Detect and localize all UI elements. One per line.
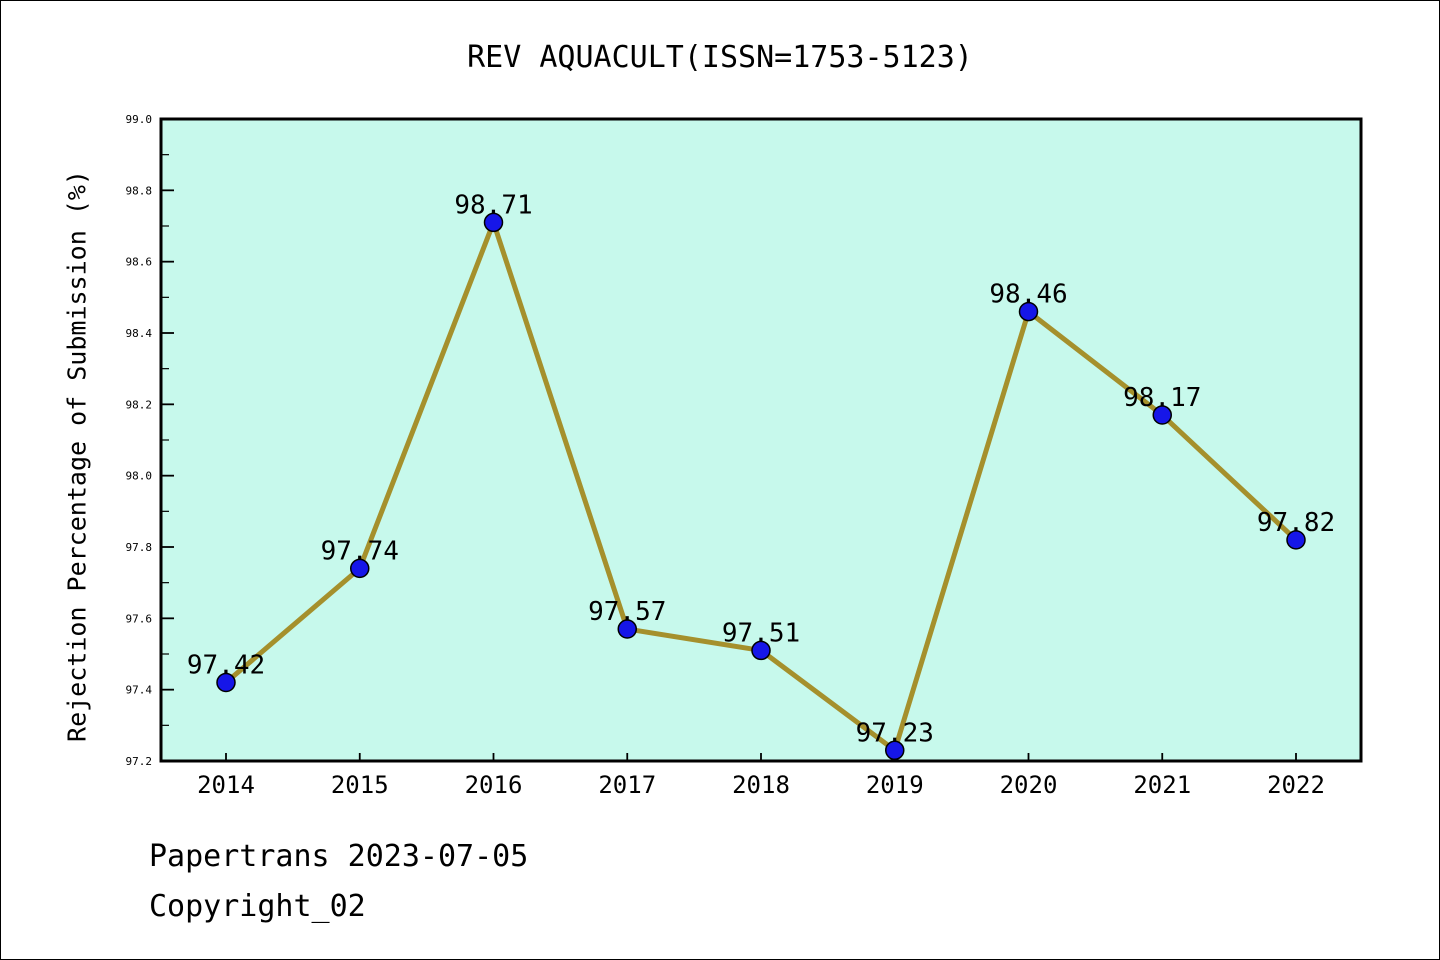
footer-copyright: Copyright_02: [149, 889, 366, 924]
data-point: [751, 640, 771, 661]
data-point-label: 98.17: [1123, 383, 1201, 413]
plot-border: [159, 117, 1363, 763]
y-tick-label: 98.6: [126, 256, 153, 269]
y-tick-label: 99.0: [126, 113, 153, 126]
footer-source-date: Papertrans 2023-07-05: [149, 839, 529, 874]
plot-area: [161, 119, 1361, 761]
data-point-label: 97.74: [321, 536, 399, 566]
data-point: [483, 212, 504, 233]
x-tick-label: 2019: [866, 771, 924, 799]
data-point: [1018, 301, 1039, 322]
x-tick-label: 2020: [1000, 771, 1058, 799]
y-tick-label: 98.2: [126, 398, 153, 411]
data-point: [885, 740, 905, 761]
data-point-label: 98.71: [454, 190, 532, 220]
x-tick-label: 2018: [732, 771, 790, 799]
data-point: [350, 558, 370, 579]
y-tick-label: 98.0: [126, 470, 153, 483]
data-point: [1286, 530, 1306, 550]
y-tick-label: 97.6: [126, 612, 153, 625]
y-tick-label: 98.8: [126, 184, 153, 197]
data-point-label: 97.23: [856, 718, 934, 748]
y-tick-label: 97.4: [126, 684, 153, 697]
chart-title: REV AQUACULT(ISSN=1753-5123): [467, 40, 973, 75]
x-tick-label: 2016: [465, 771, 523, 799]
data-point-label: 98.46: [989, 280, 1067, 310]
x-tick-label: 2021: [1133, 771, 1191, 799]
data-point: [216, 672, 236, 693]
x-tick-label: 2017: [598, 771, 656, 799]
data-point: [1152, 405, 1172, 425]
data-point-label: 97.51: [722, 618, 800, 648]
y-tick-label: 97.2: [126, 755, 153, 768]
data-point-label: 97.42: [187, 651, 265, 681]
x-tick-label: 2022: [1267, 771, 1325, 799]
data-point-label: 97.57: [588, 597, 666, 627]
x-tick-label: 2015: [331, 771, 389, 799]
data-point: [617, 619, 637, 639]
y-tick-label: 98.4: [126, 327, 153, 340]
y-tick-label: 97.8: [126, 541, 153, 554]
x-tick-label: 2014: [197, 771, 255, 799]
data-point-label: 97.82: [1257, 508, 1335, 538]
